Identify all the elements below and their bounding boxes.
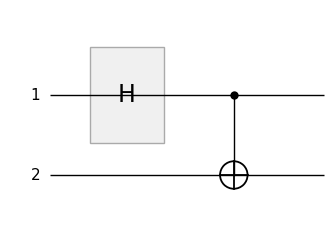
Bar (90, 48, 164, 142)
Text: 2: 2 (30, 168, 40, 182)
Text: 1: 1 (30, 88, 40, 102)
Ellipse shape (220, 161, 247, 189)
Text: H: H (118, 83, 136, 107)
